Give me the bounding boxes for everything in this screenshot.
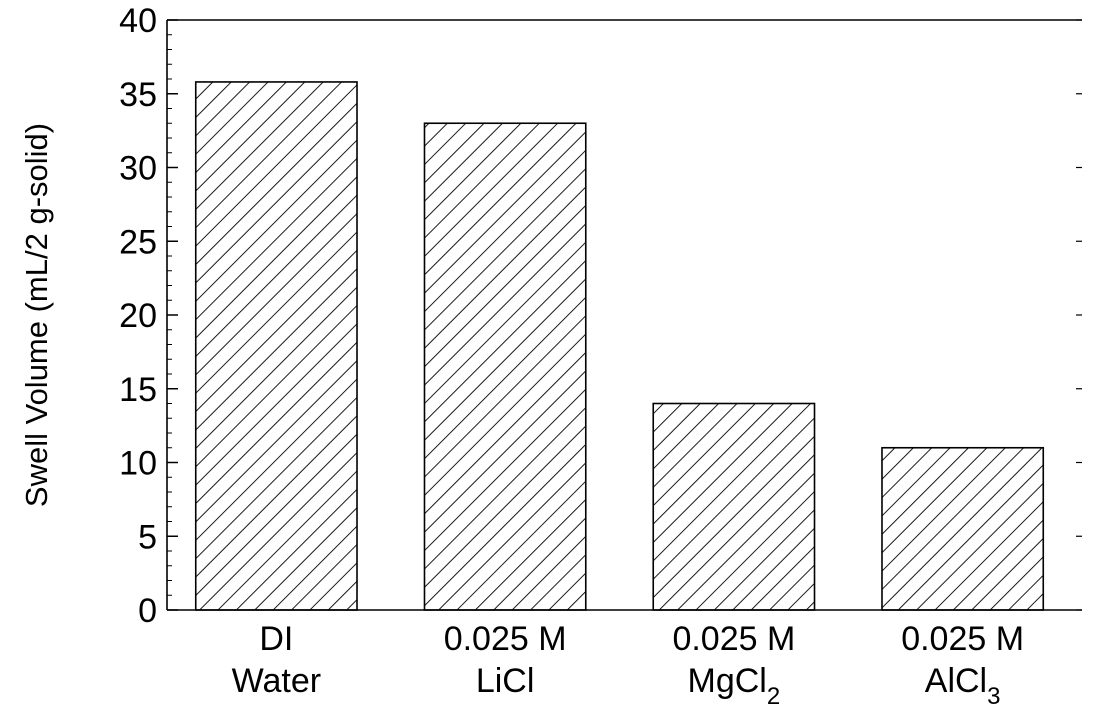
y-tick-label: 35 <box>119 76 157 114</box>
y-tick-label: 0 <box>138 592 157 630</box>
y-axis-title: Swell Volume (mL/2 g-solid) <box>19 123 54 507</box>
y-tick-label: 15 <box>119 371 157 409</box>
category-label-line1: 0.025 M <box>901 620 1024 658</box>
y-tick-label: 30 <box>119 150 157 188</box>
y-tick-label: 25 <box>119 223 157 261</box>
y-tick-label: 20 <box>119 297 157 335</box>
bar <box>652 402 816 611</box>
bar <box>423 122 587 611</box>
x-axis: DI Water 0.025 M LiCl 0.025 M MgCl2 0.025 M AlC… <box>232 620 1024 710</box>
y-tick-label: 40 <box>119 2 157 40</box>
category-label-line1: 0.025 M <box>444 620 567 658</box>
y-tick-label: 10 <box>119 445 157 483</box>
category-label-line2: LiCl <box>476 662 535 700</box>
y-axis: 0 5 10 15 20 25 30 35 40 <box>119 2 1082 630</box>
bar <box>194 81 358 611</box>
bars <box>194 81 1045 611</box>
category-label-line2: Water <box>232 662 321 700</box>
category-label-line1: DI <box>259 620 293 658</box>
category-label-line2: AlCl3 <box>925 662 1001 710</box>
y-tick-label: 5 <box>138 518 157 556</box>
category-label-line1: 0.025 M <box>672 620 795 658</box>
category-label-line2: MgCl2 <box>688 662 781 710</box>
bar <box>881 446 1045 611</box>
